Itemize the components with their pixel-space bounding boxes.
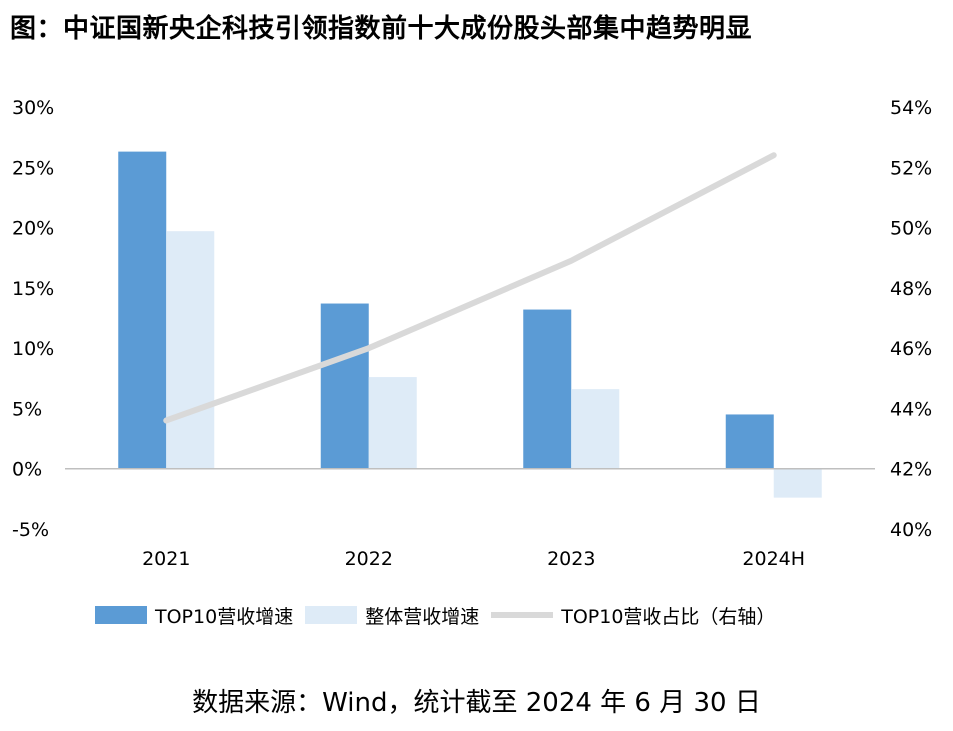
left-tick-label: 5% <box>12 398 42 420</box>
bar-top10-growth <box>320 303 369 469</box>
x-tick-label: 2022 <box>345 548 393 570</box>
x-tick-label: 2021 <box>142 548 190 570</box>
right-tick-label: 52% <box>890 157 932 179</box>
top10-share-line <box>163 152 777 424</box>
legend-label-top10-growth: TOP10营收增速 <box>155 605 294 628</box>
right-tick-label: 48% <box>890 278 932 300</box>
right-axis-ticks: 40% 42% 44% 46% 48% 50% 52% 54% <box>890 97 932 541</box>
left-tick-label: 15% <box>12 278 54 300</box>
x-axis-categories: 2021 2022 2023 2024H <box>142 548 805 570</box>
right-tick-label: 40% <box>890 519 932 541</box>
source-note: 数据来源：Wind，统计截至 2024 年 6 月 30 日 <box>192 688 761 718</box>
bar-top10-growth <box>118 151 167 469</box>
legend-item-top10-growth: TOP10营收增速 <box>95 602 293 629</box>
left-tick-label: 30% <box>12 97 54 119</box>
x-tick-label: 2024H <box>742 548 805 570</box>
chart-title: 图：中证国新央企科技引领指数前十大成份股头部集中趋势明显 <box>10 14 753 44</box>
bar-overall-growth <box>571 389 620 469</box>
legend-label-top10-share: TOP10营收占比（右轴） <box>561 605 776 628</box>
bar-overall-growth <box>166 231 215 469</box>
right-tick-label: 54% <box>890 97 932 119</box>
right-tick-label: 42% <box>890 459 932 481</box>
combo-chart: -5% 0% 5% 10% 15% 20% 25% 30% 40% 42% 44% 46% 48% 50… <box>12 97 932 570</box>
legend-swatch-top10-share <box>491 612 554 618</box>
bar-overall-growth <box>368 377 417 469</box>
legend-swatch-top10-growth <box>95 606 147 624</box>
legend-item-top10-share: TOP10营收占比（右轴） <box>491 602 775 629</box>
right-tick-label: 44% <box>890 398 932 420</box>
left-tick-label: 0% <box>12 459 42 481</box>
left-tick-label: 10% <box>12 338 54 360</box>
legend-swatch-overall-growth <box>305 606 358 624</box>
bar-marks <box>118 151 822 498</box>
legend-label-overall-growth: 整体营收增速 <box>365 605 480 628</box>
x-tick-label: 2023 <box>547 548 595 570</box>
bar-top10-growth <box>523 309 572 469</box>
left-tick-label: -5% <box>12 519 49 541</box>
left-tick-label: 25% <box>12 157 54 179</box>
legend-item-overall-growth: 整体营收增速 <box>305 602 479 629</box>
right-tick-label: 46% <box>890 338 932 360</box>
bar-top10-growth <box>725 414 774 469</box>
chart-legend: TOP10营收增速 整体营收增速 TOP10营收占比（右轴） <box>95 600 787 630</box>
bar-overall-growth <box>773 468 822 498</box>
left-axis-ticks: -5% 0% 5% 10% 15% 20% 25% 30% <box>12 97 54 541</box>
left-tick-label: 20% <box>12 218 54 240</box>
right-tick-label: 50% <box>890 218 932 240</box>
